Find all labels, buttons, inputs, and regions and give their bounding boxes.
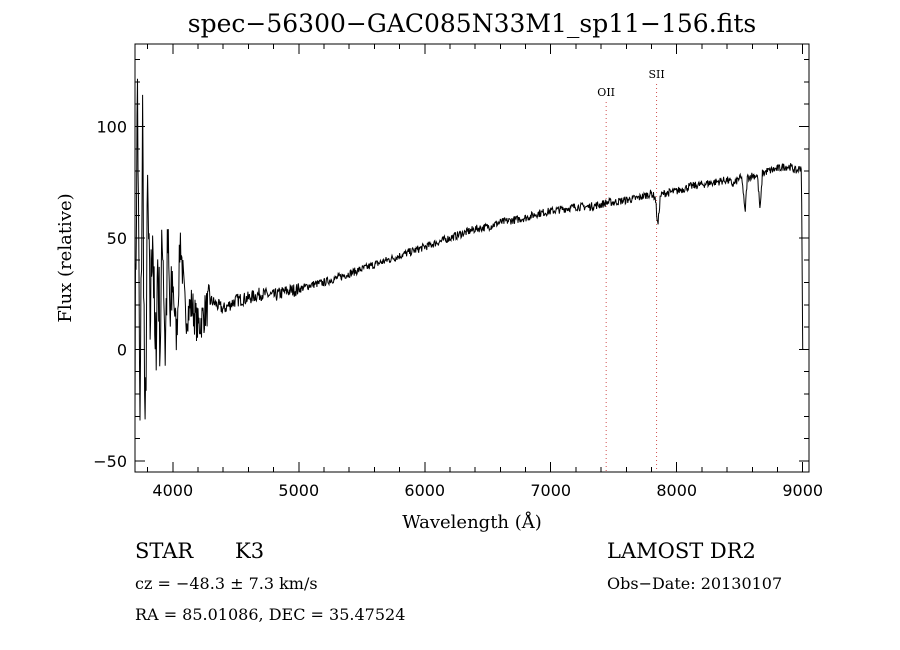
chart-title: spec−56300−GAC085N33M1_sp11−156.fits xyxy=(188,9,756,38)
object-subclass: K3 xyxy=(235,539,264,563)
x-tick-label: 5000 xyxy=(278,481,319,500)
observation-date: Obs−Date: 20130107 xyxy=(607,574,782,593)
x-tick-label: 7000 xyxy=(530,481,571,500)
object-class: STAR xyxy=(135,539,194,563)
x-tick-label: 9000 xyxy=(782,481,823,500)
line-marker-label: SII xyxy=(648,68,664,81)
y-tick-label: 50 xyxy=(107,229,127,248)
y-axis-label: Flux (relative) xyxy=(55,193,76,322)
survey-name: LAMOST DR2 xyxy=(607,539,756,563)
redshift-velocity: cz = −48.3 ± 7.3 km/s xyxy=(135,574,318,593)
plot-frame xyxy=(134,43,810,473)
x-tick-labels: 4000 5000 6000 7000 8000 9000 xyxy=(152,481,823,500)
y-tick-label: −50 xyxy=(93,452,127,471)
sky-coordinates: RA = 85.01086, DEC = 35.47524 xyxy=(135,605,405,624)
y-tick-label: 0 xyxy=(117,340,127,359)
x-axis-label: Wavelength (Å) xyxy=(402,511,542,533)
axis-ticks xyxy=(135,44,809,472)
y-tick-labels: −50 0 50 100 xyxy=(93,117,127,470)
emission-line-markers: OII SII xyxy=(597,68,665,472)
spectrum-line xyxy=(134,78,804,421)
y-tick-label: 100 xyxy=(96,117,127,136)
x-tick-label: 4000 xyxy=(152,481,193,500)
line-marker-label: OII xyxy=(597,86,615,99)
x-tick-label: 6000 xyxy=(404,481,445,500)
x-tick-label: 8000 xyxy=(656,481,697,500)
